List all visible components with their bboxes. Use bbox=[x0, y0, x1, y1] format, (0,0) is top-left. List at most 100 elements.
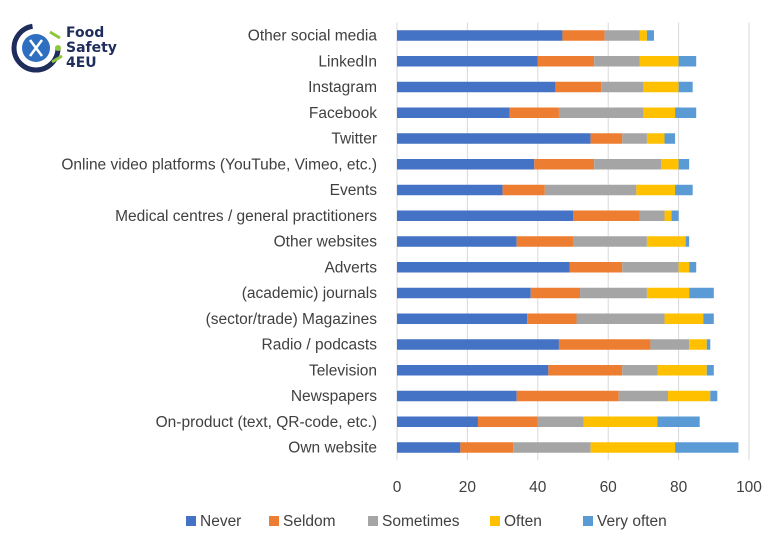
chart-legend: Never Seldom Sometimes Often Very often bbox=[186, 513, 667, 530]
food-safety-logo-icon bbox=[11, 23, 63, 73]
legend-swatch bbox=[186, 516, 196, 526]
legend-swatch bbox=[490, 516, 500, 526]
category-label: Television bbox=[309, 362, 377, 379]
legend-label: Very often bbox=[597, 513, 667, 530]
category-label: Own website bbox=[288, 440, 377, 457]
bar-segment bbox=[664, 210, 672, 221]
bar-segment bbox=[710, 390, 718, 402]
bar-segment bbox=[397, 236, 517, 247]
bar-segment bbox=[646, 30, 654, 41]
category-labels: Other social media LinkedIn Instagram Faceb… bbox=[61, 28, 377, 457]
bar-segment bbox=[685, 236, 690, 247]
legend-swatch bbox=[368, 516, 378, 526]
bar-segment bbox=[397, 390, 517, 402]
bar-segment bbox=[569, 262, 623, 273]
bar-segment bbox=[516, 390, 619, 402]
bar-segment bbox=[397, 262, 570, 273]
legend-swatch bbox=[269, 516, 279, 526]
bar-segment bbox=[639, 56, 679, 67]
bar-segment bbox=[590, 133, 623, 144]
bar-segment bbox=[689, 287, 714, 299]
bar-segment bbox=[664, 133, 676, 144]
legend-label: Sometimes bbox=[382, 513, 460, 530]
bar-segment bbox=[650, 339, 690, 350]
bar-segment bbox=[657, 416, 700, 427]
bar-segment bbox=[678, 56, 697, 67]
bar-segment bbox=[618, 390, 669, 402]
bar-segment bbox=[664, 313, 704, 324]
bar-segment bbox=[558, 107, 644, 118]
bar-segment bbox=[534, 159, 595, 170]
bar-segment bbox=[678, 81, 693, 93]
category-label: Newspapers bbox=[291, 388, 377, 405]
category-label: Events bbox=[330, 182, 378, 199]
bar-segment bbox=[668, 390, 711, 402]
bar-segment bbox=[397, 30, 563, 41]
category-label: Other websites bbox=[274, 234, 378, 251]
bar-segment bbox=[604, 30, 640, 41]
x-axis-tick-labels: 0 20 40 60 80 100 bbox=[393, 479, 763, 496]
legend-label: Often bbox=[504, 513, 542, 530]
bar-segment bbox=[502, 184, 545, 196]
bar-segment bbox=[573, 236, 647, 247]
legend-label: Seldom bbox=[283, 513, 336, 530]
bar-segment bbox=[548, 365, 623, 376]
x-tick-label: 20 bbox=[459, 479, 477, 496]
x-tick-label: 60 bbox=[600, 479, 618, 496]
bar-segment bbox=[643, 107, 676, 118]
bar-segment bbox=[646, 287, 690, 299]
x-tick-label: 80 bbox=[670, 479, 688, 496]
bar-segment bbox=[397, 107, 510, 118]
bar-segment bbox=[537, 416, 584, 427]
x-tick-label: 40 bbox=[529, 479, 547, 496]
bar-segment bbox=[397, 313, 528, 324]
bar-segment bbox=[397, 159, 535, 170]
category-label: LinkedIn bbox=[318, 53, 377, 70]
bar-segment bbox=[397, 287, 531, 299]
bar-segment bbox=[601, 81, 644, 93]
bar-segment bbox=[513, 442, 591, 453]
bar-segment bbox=[477, 416, 538, 427]
bar-segment bbox=[646, 236, 686, 247]
category-label: Twitter bbox=[331, 131, 377, 148]
bar-segment bbox=[675, 107, 697, 118]
category-label: Radio / podcasts bbox=[262, 337, 378, 354]
category-label: Facebook bbox=[309, 105, 377, 122]
category-label: Medical centres / general practitioners bbox=[115, 208, 377, 225]
x-tick-label: 0 bbox=[393, 479, 402, 496]
bar-segment bbox=[636, 184, 676, 196]
logo-text-line1: Food bbox=[66, 25, 105, 41]
bar-segment bbox=[537, 56, 595, 67]
bar-segment bbox=[689, 339, 707, 350]
legend-label: Never bbox=[200, 513, 241, 530]
bar-segment bbox=[573, 210, 640, 221]
bar-segment bbox=[555, 81, 602, 93]
chart-bars bbox=[397, 30, 739, 453]
bar-segment bbox=[675, 184, 693, 196]
bar-segment bbox=[646, 133, 665, 144]
category-label: Instagram bbox=[308, 79, 377, 96]
bar-segment bbox=[583, 416, 658, 427]
bar-segment bbox=[544, 184, 637, 196]
bar-segment bbox=[594, 159, 661, 170]
bar-segment bbox=[562, 30, 605, 41]
bar-segment bbox=[675, 442, 739, 453]
bar-segment bbox=[397, 81, 556, 93]
bar-segment bbox=[678, 262, 690, 273]
category-label: (academic) journals bbox=[242, 285, 377, 302]
bar-segment bbox=[576, 313, 665, 324]
bar-segment bbox=[678, 159, 690, 170]
bar-segment bbox=[516, 236, 573, 247]
bar-segment bbox=[397, 365, 549, 376]
bar-segment bbox=[397, 133, 591, 144]
food-safety-logo bbox=[10, 18, 130, 78]
bar-segment bbox=[397, 416, 478, 427]
category-label: (sector/trade) Magazines bbox=[206, 311, 378, 328]
bar-segment bbox=[527, 313, 577, 324]
category-label: Online video platforms (YouTube, Vimeo, … bbox=[61, 156, 377, 173]
bar-segment bbox=[580, 287, 647, 299]
bar-segment bbox=[622, 365, 658, 376]
category-label: On-product (text, QR-code, etc.) bbox=[156, 414, 377, 431]
logo-text-line2: Safety bbox=[66, 40, 117, 56]
